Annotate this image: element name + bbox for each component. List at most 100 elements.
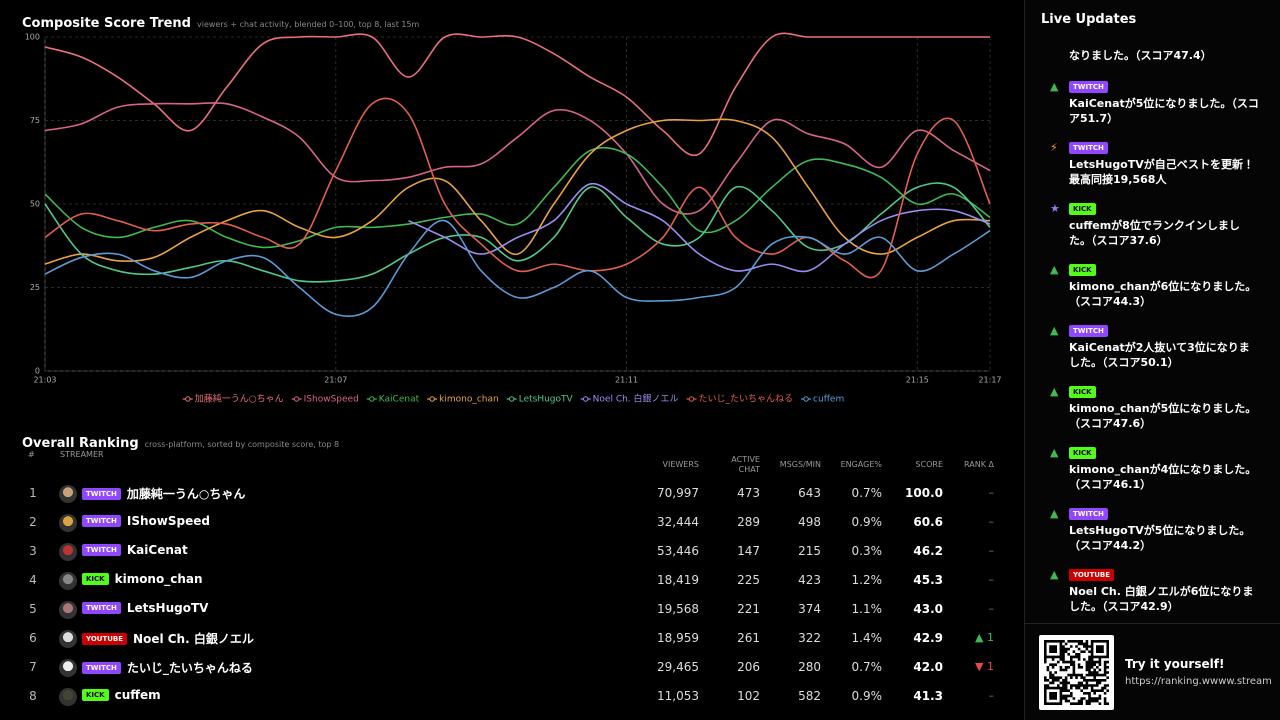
cell-viewers: 70,997: [657, 486, 699, 500]
platform-badge: TWITCH: [82, 544, 121, 556]
cell-score: 46.2: [913, 544, 943, 558]
legend-swatch: [429, 396, 435, 402]
promo-url[interactable]: https://ranking.wwww.stream: [1125, 676, 1272, 687]
legend-swatch: [803, 396, 809, 402]
cell-chat: 473: [737, 486, 760, 500]
update-item: ▲ KICK kimono_chanが4位になりました。（スコア46.1）: [1025, 442, 1280, 502]
promo: Try it yourself! https://ranking.wwww.st…: [1025, 623, 1280, 720]
update-text: kimono_chanが5位になりました。（スコア47.6）: [1069, 402, 1257, 430]
y-tick-label: 100: [25, 33, 40, 42]
cell-viewers: 18,959: [657, 631, 699, 645]
cell-chat: 289: [737, 515, 760, 529]
platform-badge: TWITCH: [82, 487, 121, 500]
table-row[interactable]: 3 TWITCH KaiCenat 53,446 147 215 0.3% 46.2 –: [0, 541, 1020, 563]
streamer-name: たいじ_たいちゃんねる: [126, 661, 253, 675]
live-feed: なりました。（スコア47.4） ▲ TWITCH KaiCenatが5位になりました。…: [1025, 36, 1280, 616]
cell-viewers: 29,465: [657, 660, 699, 674]
cell-msgs: 423: [798, 573, 821, 587]
cell-score: 45.3: [913, 573, 943, 587]
update-icon: ★: [1050, 202, 1060, 215]
cell-chat: 147: [737, 544, 760, 558]
series-line: [408, 182, 991, 273]
streamer-name: LetsHugoTV: [126, 601, 209, 615]
y-tick-label: 75: [30, 116, 40, 125]
legend-label: cuffem: [813, 395, 844, 405]
rank-number: 5: [29, 602, 37, 616]
cell-msgs: 582: [798, 689, 821, 703]
update-text: LetsHugoTVが5位になりました。（スコア44.2）: [1069, 524, 1251, 552]
table-row[interactable]: 7 TWITCH たいじ_たいちゃんねる 29,465 206 280 0.7% 42.0 ▼ …: [0, 657, 1020, 679]
legend-swatch: [293, 396, 300, 402]
avatar: [59, 514, 77, 532]
streamer: KICK cuffem: [82, 688, 161, 702]
streamer: TWITCH 加藤純一うん○ちゃん: [82, 485, 245, 502]
chart-header: Composite Score Trend viewers + chat acti…: [22, 12, 419, 31]
platform-badge: KICK: [1069, 386, 1096, 398]
rank-number: 8: [29, 689, 37, 703]
table-row[interactable]: 2 TWITCH IShowSpeed 32,444 289 498 0.9% 60.6 –: [0, 512, 1020, 534]
rank-number: 6: [29, 631, 37, 645]
platform-badge: KICK: [1069, 264, 1096, 276]
platform-badge: YOUTUBE: [1069, 569, 1115, 581]
cell-score: 60.6: [913, 515, 943, 529]
cell-viewers: 53,446: [657, 544, 699, 558]
streamer-name: kimono_chan: [114, 572, 203, 586]
column-header: SCORE: [915, 460, 943, 469]
avatar: [59, 543, 77, 561]
avatar: [59, 485, 77, 503]
avatar: [59, 688, 77, 706]
streamer: TWITCH LetsHugoTV: [82, 601, 208, 615]
cell-engage: 0.9%: [851, 515, 883, 529]
platform-badge: TWITCH: [82, 602, 121, 614]
update-text: kimono_chanが4位になりました。（スコア46.1）: [1069, 463, 1257, 491]
ranking-title: Overall Ranking: [22, 436, 139, 451]
update-text: cuffemが8位でランクインしました。（スコア37.6）: [1069, 219, 1240, 247]
platform-badge: KICK: [82, 689, 109, 701]
platform-badge: TWITCH: [82, 661, 121, 674]
promo-title: Try it yourself!: [1125, 657, 1225, 671]
legend-swatch: [688, 396, 695, 402]
cell-viewers: 18,419: [657, 573, 699, 587]
table-row[interactable]: 5 TWITCH LetsHugoTV 19,568 221 374 1.1% 43.0 –: [0, 599, 1020, 621]
update-icon: ▲: [1050, 568, 1059, 581]
ranking-subtitle: cross-platform, sorted by composite scor…: [144, 440, 340, 449]
update-text: KaiCenatが2人抜いて3位になりました。（スコア50.1）: [1069, 341, 1250, 369]
x-tick-label: 21:17: [978, 376, 1001, 385]
platform-badge: YOUTUBE: [82, 632, 128, 645]
avatar: [59, 601, 77, 619]
streamer: TWITCH KaiCenat: [82, 543, 188, 557]
legend-label: LetsHugoTV: [519, 395, 574, 405]
cell-score: 100.0: [905, 486, 943, 500]
column-header: RANK Δ: [964, 460, 994, 469]
update-icon: ▲: [1050, 446, 1059, 459]
cell-delta: –: [988, 573, 995, 586]
cell-engage: 1.4%: [851, 631, 883, 645]
cell-chat: 261: [737, 631, 760, 645]
update-item: ▲ TWITCH LetsHugoTVが5位になりました。（スコア44.2）: [1025, 503, 1280, 563]
legend: 加藤純一うん○ちゃん IShowSpeed KaiCenat kimono_chan L…: [182, 393, 844, 405]
cell-engage: 0.7%: [851, 660, 883, 674]
cell-msgs: 498: [798, 515, 821, 529]
table-row[interactable]: 8 KICK cuffem 11,053 102 582 0.9% 41.3 –: [0, 686, 1020, 708]
cell-delta: ▼ 1: [975, 660, 994, 673]
x-tick-label: 21:03: [33, 376, 56, 385]
cell-engage: 0.9%: [851, 689, 883, 703]
legend-swatch: [185, 396, 191, 402]
cell-chat: 206: [737, 660, 760, 674]
qr-code[interactable]: [1039, 635, 1114, 710]
live-panel: Live Updates なりました。（スコア47.4） ▲ TWITCH KaiCe…: [1024, 0, 1280, 720]
rank-number: 4: [29, 573, 37, 587]
rank-number: 7: [29, 660, 37, 674]
y-tick-label: 0: [35, 367, 40, 376]
table-row[interactable]: 6 YOUTUBE Noel Ch. 白銀ノエル 18,959 261 322 1.4% 42…: [0, 628, 1020, 650]
cell-chat: 221: [737, 602, 760, 616]
table-row[interactable]: 4 KICK kimono_chan 18,419 225 423 1.2% 45.3 –: [0, 570, 1020, 592]
table-row[interactable]: 1 TWITCH 加藤純一うん○ちゃん 70,997 473 643 0.7% 100.0 –: [0, 483, 1020, 505]
cell-chat: 102: [737, 689, 760, 703]
platform-badge: TWITCH: [82, 515, 121, 527]
chart-title: Composite Score Trend: [22, 16, 191, 31]
cell-engage: 1.1%: [851, 602, 883, 616]
update-item: ▲ TWITCH KaiCenatが5位になりました。（スコア51.7）: [1025, 76, 1280, 136]
platform-badge: TWITCH: [1069, 508, 1108, 520]
streamer: TWITCH たいじ_たいちゃんねる: [82, 659, 253, 676]
